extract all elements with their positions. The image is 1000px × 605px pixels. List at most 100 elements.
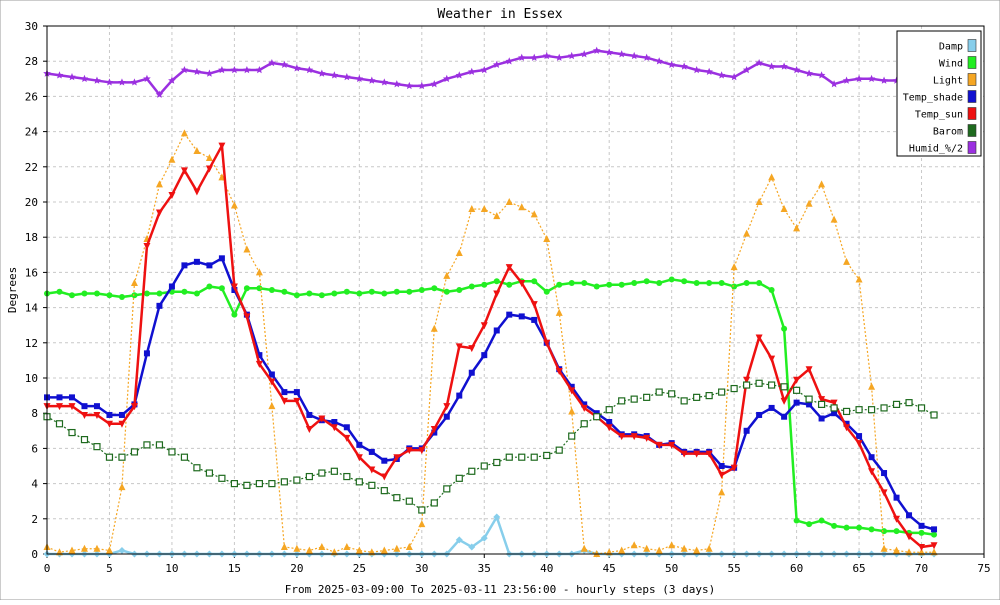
series-light-point <box>455 249 463 257</box>
series-damp-point <box>455 536 463 544</box>
series-temp-sun-point <box>530 301 538 309</box>
y-tick-label: 14 <box>25 302 39 315</box>
series-barom-point <box>605 406 613 414</box>
series-temp-sun-point <box>555 367 563 375</box>
series-barom-point <box>293 476 301 484</box>
legend-item-temp-sun: Temp_sun <box>915 107 977 121</box>
series-temp-shade-point <box>343 424 350 431</box>
series-barom-point <box>105 453 114 461</box>
series-light-point <box>568 407 576 415</box>
chart-title: Weather in Essex <box>437 7 562 22</box>
series-temp-shade-point <box>106 411 113 418</box>
series-temp-sun-point <box>205 165 213 173</box>
x-tick-label: 35 <box>478 562 491 575</box>
series-barom-point <box>443 485 451 493</box>
x-tick-label: 10 <box>165 562 178 575</box>
series-light-point <box>555 308 563 316</box>
series-wind-point <box>693 279 700 286</box>
series-light-point <box>630 541 638 549</box>
series-wind-point <box>768 287 775 293</box>
legend: Damp Wind Light Temp_shade Temp_sun Barom Humi… <box>896 30 982 157</box>
series-temp-shade-point <box>581 401 588 408</box>
x-tick-label: 0 <box>44 562 51 575</box>
series-wind-point <box>131 292 138 299</box>
series-humid-2-point <box>355 74 364 83</box>
series-light-point <box>680 544 688 552</box>
series-wind-point <box>668 276 675 283</box>
series-temp-shade-point <box>768 404 775 411</box>
series-light-point <box>643 544 651 552</box>
series-light-point <box>243 245 251 253</box>
series-temp-sun-point <box>930 542 938 550</box>
series-humid-2-point <box>867 74 876 83</box>
series-barom-point <box>892 400 901 408</box>
x-tick-label: 5 <box>106 562 113 575</box>
x-tick-label: 60 <box>790 562 803 575</box>
y-tick-label: 6 <box>31 442 38 455</box>
series-temp-sun-point <box>705 450 713 458</box>
series-temp-sun-point <box>905 533 913 541</box>
series-humid-2-point <box>692 66 701 74</box>
series-humid-2-point <box>455 71 464 79</box>
series-wind-point <box>206 283 213 290</box>
series-humid-2-point <box>592 46 601 54</box>
series-light <box>43 129 938 557</box>
series-wind-point <box>618 281 625 288</box>
series-temp-shade-point <box>331 419 338 425</box>
series-temp-shade-point <box>843 420 850 427</box>
series-wind-point <box>231 311 238 318</box>
series-temp-shade-point <box>756 411 763 418</box>
series-temp-sun-point <box>130 403 138 411</box>
series-wind-point <box>556 281 563 288</box>
series-temp-sun-point <box>643 434 651 442</box>
series-temp-sun-point <box>93 411 101 419</box>
y-tick-label: 4 <box>31 478 38 491</box>
series-temp-sun-point <box>718 471 726 479</box>
series-humid-2-point <box>817 71 826 79</box>
series-light-point <box>230 201 238 209</box>
series-temp-sun-point <box>693 450 701 458</box>
y-tick-label: 30 <box>25 20 38 33</box>
series-temp-sun-point <box>680 450 688 458</box>
series-wind-point <box>681 278 688 285</box>
series-temp-sun-point <box>268 378 276 386</box>
series-light-point <box>893 546 901 554</box>
x-tick-label: 30 <box>415 562 428 575</box>
series-humid-2-point <box>505 57 514 65</box>
series-wind-point <box>531 278 538 285</box>
series-barom-point <box>555 446 563 454</box>
series-light-point <box>180 129 188 137</box>
x-tick-label: 70 <box>915 562 928 575</box>
series-barom-point <box>830 404 838 412</box>
series-light-point <box>55 548 63 556</box>
series-temp-shade-point <box>793 399 800 406</box>
series-temp-sun-point <box>355 454 363 462</box>
y-tick-label: 20 <box>25 196 38 209</box>
series-temp-sun-point <box>443 403 451 411</box>
series-temp-shade-point <box>506 311 513 318</box>
series-temp-sun-point <box>68 403 76 411</box>
series-temp-shade-point <box>293 389 300 396</box>
series-barom-point <box>455 474 463 482</box>
series-barom-point <box>343 472 351 481</box>
series-light-point <box>118 483 126 491</box>
series-temp-sun-point <box>618 433 626 441</box>
y-tick-label: 16 <box>25 266 38 279</box>
series-barom-point <box>930 411 938 419</box>
series-humid-2-point <box>842 76 851 84</box>
series-wind-point <box>456 287 463 293</box>
series-wind-point <box>393 288 400 295</box>
series-temp-shade-point <box>531 316 538 323</box>
series-humid-2-point <box>80 74 89 83</box>
series-humid-2-point <box>330 71 339 79</box>
series-wind-point <box>831 522 838 529</box>
series-wind-point <box>731 283 738 290</box>
series-humid-2-point <box>380 78 389 86</box>
series-humid-2-point <box>430 80 439 88</box>
x-tick-label: 45 <box>603 562 616 575</box>
series-temp-shade-point <box>118 411 125 418</box>
series-temp-shade-point <box>743 427 750 434</box>
series-light-point <box>668 541 676 549</box>
